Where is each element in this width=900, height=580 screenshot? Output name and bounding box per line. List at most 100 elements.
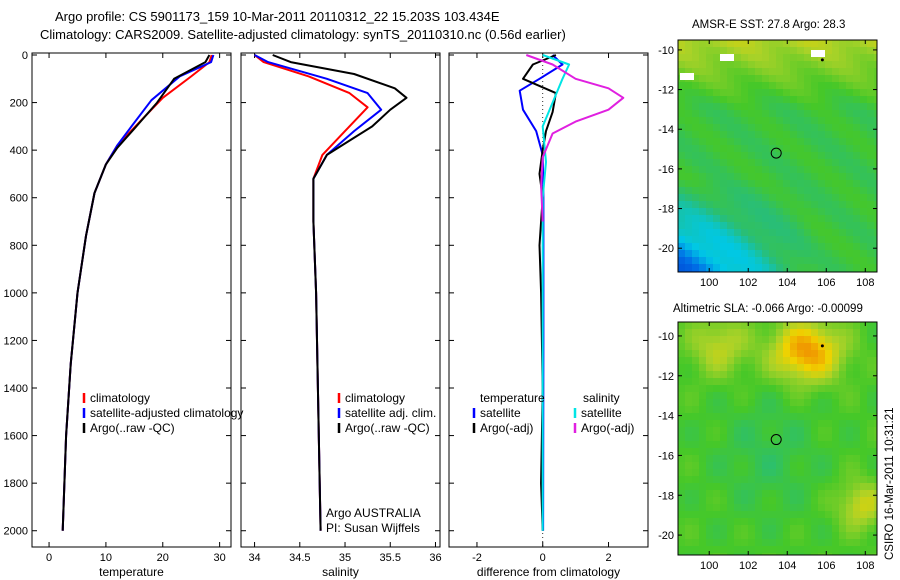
map-cell: [741, 187, 748, 194]
map-cell: [720, 350, 727, 357]
map-cell: [685, 194, 692, 201]
map-cell: [769, 54, 776, 61]
map-cell: [685, 110, 692, 117]
map-cell: [818, 413, 825, 420]
map-cell: [825, 322, 832, 329]
map-cell: [783, 546, 790, 553]
map-cell: [727, 441, 734, 448]
map-cell: [783, 511, 790, 518]
map-cell: [741, 497, 748, 504]
map-cell: [818, 236, 825, 243]
map-cell: [860, 124, 867, 131]
map-cell: [839, 497, 846, 504]
map-cell: [755, 75, 762, 82]
map-cell: [678, 483, 685, 490]
map-cell: [727, 215, 734, 222]
map-cell: [769, 476, 776, 483]
map-cell: [727, 511, 734, 518]
map-cell: [839, 173, 846, 180]
map-cell: [797, 54, 804, 61]
map-cell: [839, 504, 846, 511]
map-cell: [699, 406, 706, 413]
map-cell: [846, 434, 853, 441]
map-cell: [713, 406, 720, 413]
map-cell: [720, 546, 727, 553]
map-cell: [685, 497, 692, 504]
map-cell: [769, 392, 776, 399]
map-cell: [699, 68, 706, 75]
map-cell: [692, 518, 699, 525]
map-cell: [755, 483, 762, 490]
map-cell: [783, 208, 790, 215]
map-cell: [797, 103, 804, 110]
map-cell: [692, 243, 699, 250]
map-cell: [839, 546, 846, 553]
map-cell: [776, 371, 783, 378]
map-cell: [727, 257, 734, 264]
map-cell: [839, 89, 846, 96]
map-cell: [790, 434, 797, 441]
map-cell: [839, 152, 846, 159]
map-cell: [727, 82, 734, 89]
map-cell: [797, 392, 804, 399]
map-cell: [832, 385, 839, 392]
map-cell: [720, 145, 727, 152]
map-cell: [762, 152, 769, 159]
map-cell: [699, 117, 706, 124]
map-cell: [818, 469, 825, 476]
map-cell: [867, 180, 874, 187]
map-cell: [727, 180, 734, 187]
map-cell: [755, 469, 762, 476]
map-cell: [818, 539, 825, 546]
map-cell: [762, 539, 769, 546]
map-cell: [860, 532, 867, 539]
map-cell: [790, 448, 797, 455]
map-cell: [720, 483, 727, 490]
map-cell: [846, 371, 853, 378]
map-cell: [748, 406, 755, 413]
map-cell: [811, 145, 818, 152]
map-cell: [811, 539, 818, 546]
map-cell: [734, 208, 741, 215]
map-cell: [748, 518, 755, 525]
map-cell: [783, 476, 790, 483]
map-cell: [825, 364, 832, 371]
map-cell: [811, 490, 818, 497]
map-cell: [853, 441, 860, 448]
map-cell: [755, 448, 762, 455]
map-cell: [867, 166, 874, 173]
map-cell: [853, 406, 860, 413]
map-cell: [867, 138, 874, 145]
map-cell: [783, 518, 790, 525]
map-cell: [741, 350, 748, 357]
map-cell: [755, 138, 762, 145]
map-cell: [699, 47, 706, 54]
map-cell: [678, 427, 685, 434]
map-cell: [832, 47, 839, 54]
map-cell: [713, 173, 720, 180]
map-cell: [734, 201, 741, 208]
map-cell: [678, 504, 685, 511]
map-cell: [860, 350, 867, 357]
map-cell: [811, 257, 818, 264]
map-cell: [811, 54, 818, 61]
map-cell: [748, 350, 755, 357]
map-cell: [832, 152, 839, 159]
map-cell: [867, 525, 874, 532]
map-cell: [818, 222, 825, 229]
map-cell: [748, 201, 755, 208]
map-cell: [776, 229, 783, 236]
map-cell: [692, 406, 699, 413]
map-cell: [874, 539, 877, 546]
map-cell: [678, 413, 685, 420]
map-cell: [720, 322, 727, 329]
map-cell: [860, 322, 867, 329]
map-cell: [741, 518, 748, 525]
map-cell: [874, 329, 877, 336]
map-cell: [776, 187, 783, 194]
map-cell: [797, 329, 804, 336]
map-cell: [685, 152, 692, 159]
map-cell: [734, 152, 741, 159]
map-cell: [769, 434, 776, 441]
map-cell: [874, 138, 877, 145]
